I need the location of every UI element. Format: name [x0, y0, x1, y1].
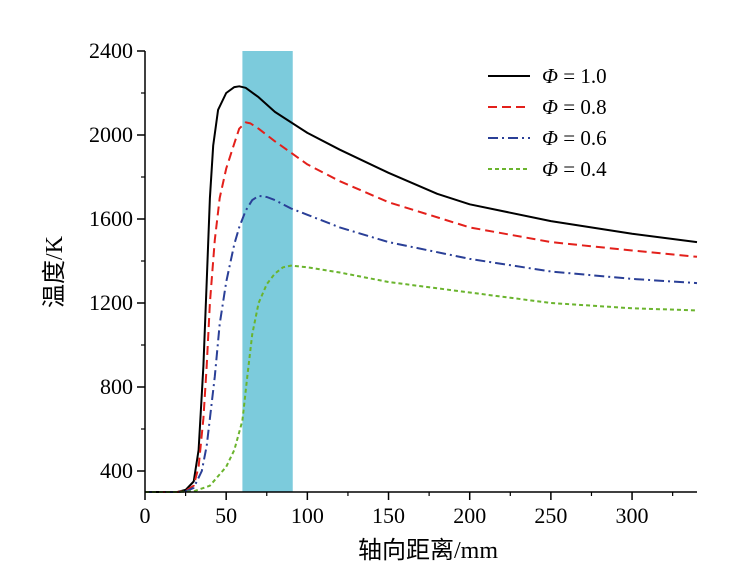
- series-line-1: [145, 85, 698, 493]
- legend: Φ = 1.0 Φ = 0.8 Φ = 0.6 Φ = 0.4: [488, 64, 607, 181]
- y-tick-label: 1200: [89, 290, 133, 315]
- legend-label-4: Φ = 0.4: [542, 157, 607, 181]
- x-tick-label: 100: [291, 503, 324, 528]
- x-tick-label: 300: [616, 503, 649, 528]
- y-tick-label: 800: [100, 374, 133, 399]
- y-tick-label: 2400: [89, 38, 133, 63]
- legend-label-2: Φ = 0.8: [542, 95, 607, 119]
- x-tick-label: 0: [140, 503, 151, 528]
- series-line-4: [145, 264, 698, 493]
- x-tick-label: 50: [215, 503, 237, 528]
- y-tick-label: 1600: [89, 206, 133, 231]
- x-axis-title: 轴向距离/mm: [358, 537, 498, 564]
- y-axis-title: 温度/K: [41, 235, 68, 308]
- y-tick-label: 400: [100, 458, 133, 483]
- y-tick-label: 2000: [89, 122, 133, 147]
- highlight-band: [242, 51, 293, 492]
- legend-label-3: Φ = 0.6: [542, 126, 607, 150]
- series-layer: [145, 85, 698, 493]
- x-tick-label: 250: [534, 503, 567, 528]
- axes-layer: [144, 51, 697, 493]
- legend-label-1: Φ = 1.0: [542, 64, 607, 88]
- x-tick-label: 200: [453, 503, 486, 528]
- ticks-layer: 0 50 100 150 200 250 300 400 800 1200 1600 2000 2400: [89, 38, 674, 528]
- series-line-3: [145, 194, 698, 493]
- x-tick-label: 150: [372, 503, 405, 528]
- highlight-band-layer: [242, 51, 293, 492]
